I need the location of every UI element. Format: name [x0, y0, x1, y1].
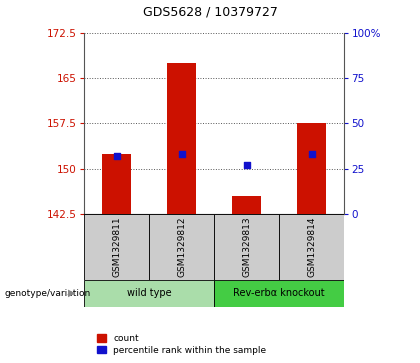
Bar	[84, 214, 149, 280]
Bar	[232, 196, 261, 214]
Text: GSM1329811: GSM1329811	[112, 216, 121, 277]
Text: ▶: ▶	[68, 288, 75, 298]
Bar	[102, 154, 131, 214]
Bar	[214, 280, 344, 307]
Point	[178, 151, 185, 157]
Bar	[279, 214, 344, 280]
Text: GDS5628 / 10379727: GDS5628 / 10379727	[142, 5, 278, 18]
Point	[244, 162, 250, 168]
Text: wild type: wild type	[127, 288, 171, 298]
Legend: count, percentile rank within the sample: count, percentile rank within the sample	[97, 334, 266, 355]
Bar	[297, 123, 326, 214]
Text: genotype/variation: genotype/variation	[4, 289, 90, 298]
Bar	[84, 280, 214, 307]
Point	[309, 151, 315, 157]
Bar	[167, 63, 196, 214]
Text: Rev-erbα knockout: Rev-erbα knockout	[234, 288, 325, 298]
Point	[113, 153, 120, 159]
Bar	[214, 214, 279, 280]
Text: GSM1329812: GSM1329812	[177, 217, 186, 277]
Text: GSM1329814: GSM1329814	[307, 217, 316, 277]
Text: GSM1329813: GSM1329813	[242, 216, 251, 277]
Bar	[149, 214, 214, 280]
